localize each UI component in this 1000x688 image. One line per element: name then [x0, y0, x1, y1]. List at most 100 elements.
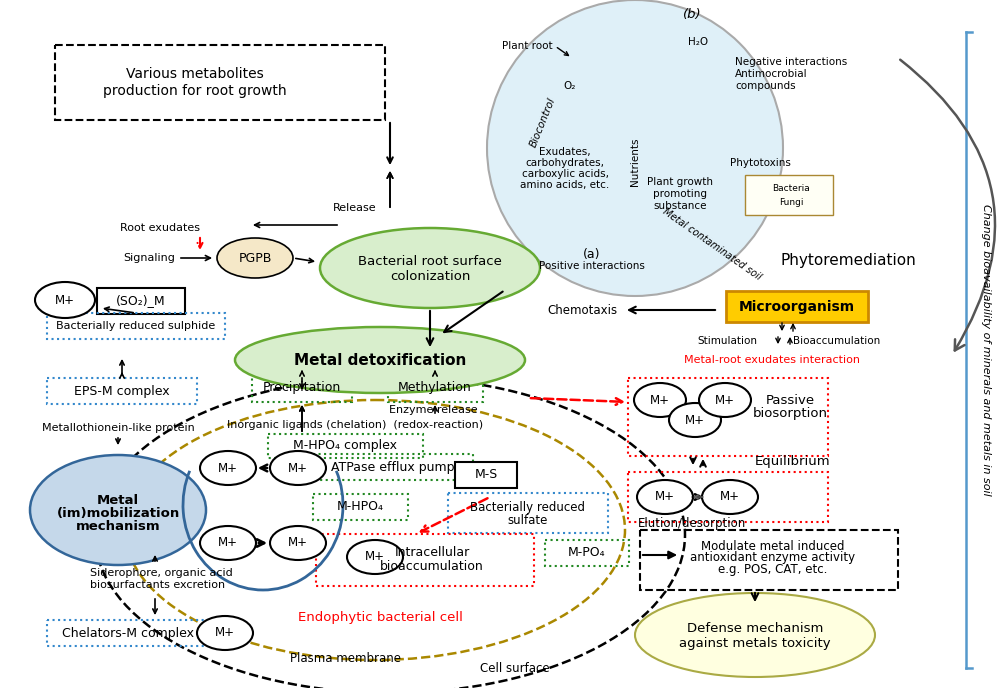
Text: Enzyme release: Enzyme release: [389, 405, 477, 415]
Text: Various metabolites: Various metabolites: [126, 67, 264, 81]
Text: M-HPO₄ complex: M-HPO₄ complex: [293, 440, 397, 453]
Text: production for root growth: production for root growth: [103, 84, 287, 98]
Text: sulfate: sulfate: [508, 515, 548, 528]
Text: Plasma membrane: Plasma membrane: [290, 652, 401, 665]
Text: (SO₂)_M: (SO₂)_M: [116, 294, 166, 308]
Text: Metal contaminated soil: Metal contaminated soil: [661, 206, 763, 282]
Text: M+: M+: [650, 394, 670, 407]
Ellipse shape: [30, 455, 206, 565]
Ellipse shape: [347, 540, 403, 574]
Text: Bacterially reduced sulphide: Bacterially reduced sulphide: [56, 321, 216, 331]
Text: Antimocrobial: Antimocrobial: [735, 69, 808, 79]
Text: biosurfactants excretion: biosurfactants excretion: [90, 580, 225, 590]
Ellipse shape: [200, 451, 256, 485]
Text: M+: M+: [218, 537, 238, 550]
Text: M+: M+: [655, 491, 675, 504]
Text: Microorganism: Microorganism: [739, 300, 855, 314]
Text: Bioaccumulation: Bioaccumulation: [793, 336, 880, 346]
Text: amino acids, etc.: amino acids, etc.: [520, 180, 610, 190]
Circle shape: [487, 0, 783, 296]
Text: PGPB: PGPB: [238, 252, 272, 264]
Text: Chemotaxis: Chemotaxis: [547, 303, 617, 316]
Text: Plant root: Plant root: [502, 41, 553, 51]
Text: against metals toxicity: against metals toxicity: [679, 636, 831, 649]
Text: e.g. POS, CAT, etc.: e.g. POS, CAT, etc.: [718, 563, 828, 577]
Text: bioaccumulation: bioaccumulation: [380, 559, 484, 572]
Text: Metal: Metal: [97, 493, 139, 506]
Text: M+: M+: [715, 394, 735, 407]
Ellipse shape: [637, 480, 693, 514]
Text: Passive: Passive: [765, 394, 815, 407]
Text: Root exudates: Root exudates: [120, 223, 200, 233]
Text: Fungi: Fungi: [779, 197, 803, 206]
Ellipse shape: [235, 327, 525, 393]
FancyArrowPatch shape: [900, 60, 995, 350]
Text: Equilibrium: Equilibrium: [755, 455, 831, 469]
Text: Chelators-M complex: Chelators-M complex: [62, 627, 194, 640]
Ellipse shape: [699, 383, 751, 417]
Text: Intracellular: Intracellular: [394, 546, 470, 559]
Text: Modulate metal induced: Modulate metal induced: [701, 539, 845, 552]
Text: Stimulation: Stimulation: [697, 336, 757, 346]
Ellipse shape: [217, 238, 293, 278]
Text: M+: M+: [685, 413, 705, 427]
Text: Siderophore, organic acid: Siderophore, organic acid: [90, 568, 233, 578]
Ellipse shape: [669, 403, 721, 437]
FancyBboxPatch shape: [745, 175, 833, 215]
Ellipse shape: [270, 451, 326, 485]
Text: Inorganic ligands (chelation)  (redox-reaction): Inorganic ligands (chelation) (redox-rea…: [227, 420, 483, 430]
Text: H₂O: H₂O: [688, 37, 708, 47]
Text: M-PO₄: M-PO₄: [568, 546, 606, 559]
Text: Release: Release: [333, 203, 377, 213]
Text: Methylation: Methylation: [398, 382, 472, 394]
Ellipse shape: [634, 383, 686, 417]
Text: carbohydrates,: carbohydrates,: [526, 158, 604, 168]
Text: M+: M+: [720, 491, 740, 504]
Text: M+: M+: [215, 627, 235, 640]
Text: M-HPO₄: M-HPO₄: [337, 500, 384, 513]
Text: mechanism: mechanism: [76, 519, 160, 533]
Ellipse shape: [320, 228, 540, 308]
Text: Change bioavailability of minerals and metals in soil: Change bioavailability of minerals and m…: [981, 204, 991, 496]
Text: Metal-root exudates interaction: Metal-root exudates interaction: [684, 355, 860, 365]
Text: Bacterial root surface: Bacterial root surface: [358, 255, 502, 268]
Text: Signaling: Signaling: [123, 253, 175, 263]
Text: Phytotoxins: Phytotoxins: [730, 158, 791, 168]
Ellipse shape: [35, 282, 95, 318]
Text: carboxylic acids,: carboxylic acids,: [522, 169, 608, 179]
Text: Phytoremediation: Phytoremediation: [780, 252, 916, 268]
Text: Exudates,: Exudates,: [539, 147, 591, 157]
Text: M+: M+: [55, 294, 75, 306]
Text: (a): (a): [583, 248, 601, 261]
Text: Defense mechanism: Defense mechanism: [687, 621, 823, 634]
Text: Elution/desorption: Elution/desorption: [638, 517, 746, 530]
Text: (b): (b): [683, 8, 701, 21]
Text: Cell surface: Cell surface: [480, 661, 550, 674]
Text: ATPase efflux pump: ATPase efflux pump: [331, 460, 455, 473]
Text: (im)mobilization: (im)mobilization: [56, 506, 180, 519]
Ellipse shape: [635, 593, 875, 677]
Text: M+: M+: [288, 462, 308, 475]
Text: colonization: colonization: [390, 270, 470, 283]
Text: Bacteria: Bacteria: [772, 184, 810, 193]
Text: compounds: compounds: [735, 81, 796, 91]
Ellipse shape: [702, 480, 758, 514]
Text: Negative interactions: Negative interactions: [735, 57, 847, 67]
Text: Bacterially reduced: Bacterially reduced: [471, 502, 586, 515]
Text: Biocontrol: Biocontrol: [528, 96, 558, 149]
Text: Metallothionein-like protein: Metallothionein-like protein: [42, 423, 194, 433]
Ellipse shape: [197, 616, 253, 650]
Text: M+: M+: [365, 550, 385, 563]
Text: Precipitation: Precipitation: [263, 382, 341, 394]
Text: antioxidant enzyme activity: antioxidant enzyme activity: [690, 552, 856, 564]
Text: Plant growth
promoting
substance: Plant growth promoting substance: [647, 178, 713, 211]
Text: Nutrients: Nutrients: [630, 138, 640, 186]
Text: biosorption: biosorption: [753, 407, 828, 420]
Text: M+: M+: [218, 462, 238, 475]
Text: O₂: O₂: [564, 81, 576, 91]
Text: EPS-M complex: EPS-M complex: [74, 385, 170, 398]
FancyBboxPatch shape: [726, 291, 868, 322]
Ellipse shape: [200, 526, 256, 560]
Text: Endophytic bacterial cell: Endophytic bacterial cell: [298, 612, 462, 625]
Ellipse shape: [270, 526, 326, 560]
